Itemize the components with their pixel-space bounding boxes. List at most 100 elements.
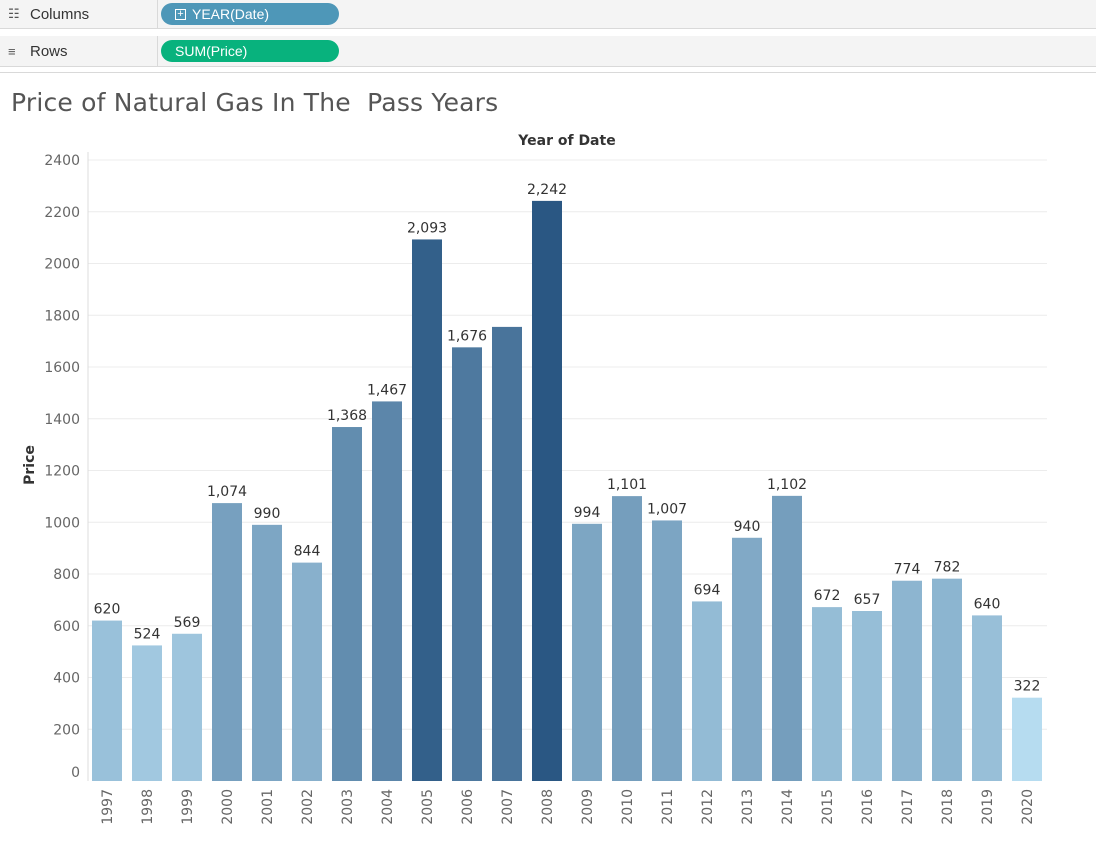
x-tick-label: 1997 bbox=[100, 789, 116, 825]
x-tick-label: 2001 bbox=[260, 789, 276, 825]
x-tick-label: 2018 bbox=[940, 789, 956, 825]
data-label: 994 bbox=[574, 505, 601, 521]
bar[interactable] bbox=[452, 347, 482, 781]
x-tick-label: 2010 bbox=[620, 789, 636, 825]
x-tick-label: 2008 bbox=[540, 789, 556, 825]
x-tick-label: 2011 bbox=[660, 789, 676, 825]
bar-chart: 0 200 400 600 800 1000 1200 1400 1600 1800 2000 220… bbox=[22, 133, 1047, 825]
data-label: 524 bbox=[134, 626, 161, 642]
bar[interactable] bbox=[1012, 697, 1042, 781]
data-label: 2,093 bbox=[407, 220, 447, 236]
data-label: 1,102 bbox=[767, 477, 807, 493]
data-label: 620 bbox=[94, 602, 121, 618]
rows-shelf: ≡ Rows SUM(Price) bbox=[0, 36, 1096, 67]
y-tick-label: 1200 bbox=[44, 464, 80, 480]
gridlines bbox=[88, 159, 1047, 730]
y-tick-label: 0 bbox=[71, 765, 80, 781]
expand-plus-icon[interactable]: + bbox=[175, 8, 186, 20]
y-tick-label: 2400 bbox=[44, 153, 80, 169]
columns-icon: ☷ bbox=[8, 6, 20, 21]
x-tick-label: 2017 bbox=[900, 789, 916, 825]
columns-shelf: ☷ Columns + YEAR(Date) bbox=[0, 0, 1096, 29]
bar[interactable] bbox=[852, 611, 882, 781]
bar[interactable] bbox=[692, 601, 722, 781]
x-tick-label: 2007 bbox=[500, 789, 516, 825]
y-tick-label: 400 bbox=[53, 671, 80, 687]
chart-title: Price of Natural Gas In The Pass Years bbox=[11, 88, 499, 117]
bar[interactable] bbox=[412, 239, 442, 781]
bar[interactable] bbox=[892, 580, 922, 781]
bar[interactable] bbox=[532, 200, 562, 781]
rows-shelf-label: Rows bbox=[30, 42, 68, 60]
y-tick-label: 600 bbox=[53, 619, 80, 635]
column-header: Year of Date bbox=[517, 133, 615, 149]
x-tick-label: 1999 bbox=[180, 789, 196, 825]
bar[interactable] bbox=[572, 523, 602, 781]
x-tick-label: 2003 bbox=[340, 789, 356, 825]
bar[interactable] bbox=[612, 496, 642, 781]
x-tick-label: 2016 bbox=[860, 789, 876, 825]
x-tick-label: 1998 bbox=[140, 789, 156, 825]
bar[interactable] bbox=[492, 326, 522, 781]
x-tick-label: 2019 bbox=[980, 789, 996, 825]
y-tick-label: 1400 bbox=[44, 412, 80, 428]
bar[interactable] bbox=[652, 520, 682, 781]
bar[interactable] bbox=[332, 427, 362, 781]
x-tick-label: 2015 bbox=[820, 789, 836, 825]
x-tick-label: 2020 bbox=[1020, 789, 1036, 825]
shelf-divider bbox=[0, 72, 1096, 73]
rows-shelf-label-area: ≡ Rows bbox=[0, 36, 158, 66]
data-label: 657 bbox=[854, 592, 881, 608]
bar[interactable] bbox=[252, 524, 282, 781]
year-date-pill-label: YEAR(Date) bbox=[192, 6, 270, 22]
data-label: 322 bbox=[1014, 679, 1041, 695]
year-date-pill[interactable]: + YEAR(Date) bbox=[161, 3, 339, 25]
x-axis: 1997 1998 1999 2000 2001 2002 2003 2004 2005 2006… bbox=[100, 789, 1036, 825]
chart-area: 0 200 400 600 800 1000 1200 1400 1600 1800 2000 220… bbox=[0, 120, 1096, 857]
bar[interactable] bbox=[172, 633, 202, 781]
y-axis-title: Price bbox=[22, 445, 38, 485]
data-label: 990 bbox=[254, 506, 281, 522]
data-label: 2,242 bbox=[527, 182, 567, 198]
y-tick-label: 200 bbox=[53, 722, 80, 738]
bar[interactable] bbox=[292, 562, 322, 781]
x-tick-label: 2000 bbox=[220, 789, 236, 825]
x-tick-label: 2004 bbox=[380, 789, 396, 825]
y-tick-label: 2000 bbox=[44, 257, 80, 273]
x-tick-label: 2002 bbox=[300, 789, 316, 825]
bar[interactable] bbox=[972, 615, 1002, 781]
data-label: 1,467 bbox=[367, 382, 407, 398]
bar[interactable] bbox=[772, 495, 802, 781]
bars bbox=[92, 200, 1042, 781]
data-label: 1,676 bbox=[447, 328, 487, 344]
data-label: 1,101 bbox=[607, 477, 647, 493]
y-tick-label: 2200 bbox=[44, 205, 80, 221]
y-tick-label: 1800 bbox=[44, 308, 80, 324]
columns-shelf-label: Columns bbox=[30, 5, 90, 23]
bar[interactable] bbox=[812, 607, 842, 781]
bar[interactable] bbox=[372, 401, 402, 781]
rows-icon: ≡ bbox=[8, 43, 16, 59]
bar[interactable] bbox=[212, 503, 242, 781]
sum-price-pill-label: SUM(Price) bbox=[175, 43, 248, 59]
data-label: 640 bbox=[974, 596, 1001, 612]
data-label: 1,368 bbox=[327, 408, 367, 424]
data-label: 569 bbox=[174, 615, 201, 631]
data-label: 672 bbox=[814, 588, 841, 604]
data-label: 694 bbox=[694, 582, 721, 598]
data-label: 774 bbox=[894, 562, 921, 578]
x-tick-label: 2009 bbox=[580, 789, 596, 825]
data-label: 844 bbox=[294, 544, 321, 560]
y-tick-label: 1600 bbox=[44, 360, 80, 376]
sum-price-pill[interactable]: SUM(Price) bbox=[161, 40, 339, 62]
y-axis: 0 200 400 600 800 1000 1200 1400 1600 1800 2000 220… bbox=[44, 152, 89, 781]
bar[interactable] bbox=[132, 645, 162, 781]
bar[interactable] bbox=[932, 578, 962, 781]
bar[interactable] bbox=[732, 537, 762, 781]
bar[interactable] bbox=[92, 620, 122, 781]
x-tick-label: 2013 bbox=[740, 789, 756, 825]
data-label: 782 bbox=[934, 560, 961, 576]
x-tick-label: 2006 bbox=[460, 789, 476, 825]
x-tick-label: 2012 bbox=[700, 789, 716, 825]
